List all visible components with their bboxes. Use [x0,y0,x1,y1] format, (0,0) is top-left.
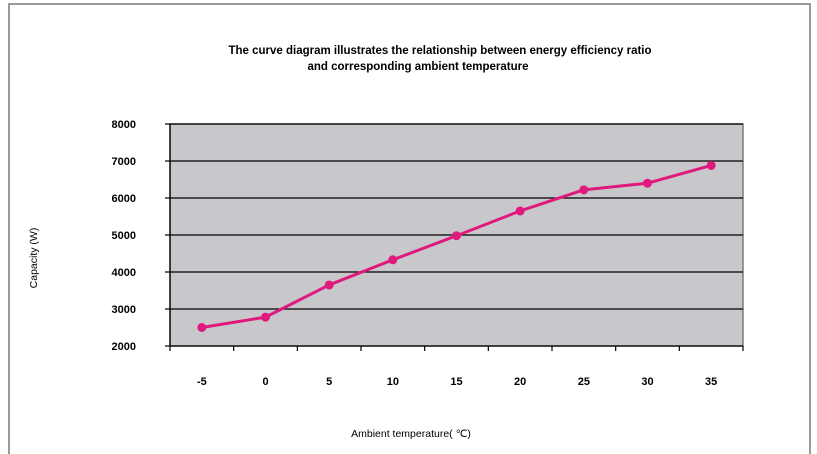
y-tick-label: 7000 [112,156,136,168]
x-tick-label: 25 [578,376,590,388]
series-layer [197,160,716,332]
y-tick-label: 2000 [112,341,136,353]
grid-lines [170,123,743,310]
x-tick-label: 20 [514,376,526,388]
x-tick-label: 0 [262,376,268,388]
x-tick-label: -5 [197,376,207,388]
y-tick-labels: 2000 3000 4000 5000 6000 7000 8000 [112,119,136,353]
data-point [261,312,270,322]
data-point [452,231,461,241]
data-point [515,206,525,216]
y-tick-label: 4000 [112,267,136,279]
data-point [579,185,589,195]
x-tick-label: 30 [641,376,653,388]
data-point [643,178,652,188]
x-tick-label: 15 [450,376,462,388]
data-point [324,280,334,290]
y-tick-label: 3000 [112,304,136,316]
chart-title-line-1: The curve diagram illustrates the relati… [228,45,651,57]
x-tick-labels: -5 0 5 10 15 20 25 30 35 [197,376,717,388]
y-axis-label: Capacity (W) [28,228,40,289]
chart-title-line-2: and corresponding ambient temperature [307,61,528,73]
x-tick-label: 10 [387,376,399,388]
x-tick-label: 35 [705,376,717,388]
data-point [706,160,716,170]
axis-ticks [165,123,744,351]
x-axis-label: Ambient temperature( ℃) [351,428,471,440]
y-tick-label: 5000 [112,230,136,242]
y-tick-label: 6000 [112,193,136,205]
data-point [197,323,207,332]
x-tick-label: 5 [326,376,332,388]
y-tick-label: 8000 [112,119,136,131]
data-point [388,255,398,265]
